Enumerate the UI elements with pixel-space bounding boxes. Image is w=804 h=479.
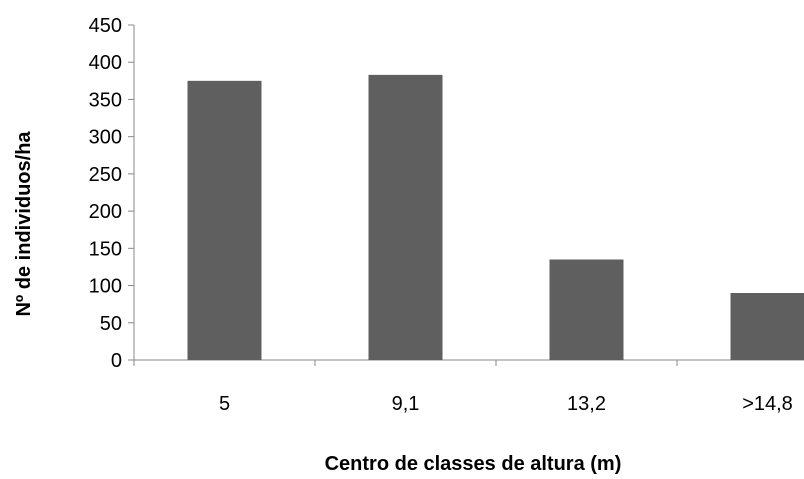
y-tick-label: 150: [89, 238, 122, 260]
y-tick-label: 250: [89, 164, 122, 186]
x-tick-label: 13,2: [567, 393, 606, 415]
y-tick-label: 50: [100, 313, 122, 335]
y-tick-label: 350: [89, 89, 122, 111]
x-tick-label: >14,8: [742, 393, 793, 415]
x-axis-title: Centro de classes de altura (m): [325, 453, 622, 475]
y-tick-label: 450: [89, 15, 122, 37]
bar-3: [549, 259, 624, 360]
y-tick-label: 0: [111, 350, 122, 372]
y-tick-label: 100: [89, 276, 122, 298]
bar-2: [368, 74, 443, 360]
y-axis-title: Nº de individuos/ha: [13, 131, 35, 317]
x-tick-label: 9,1: [392, 393, 420, 415]
bar-1: [187, 80, 262, 360]
y-tick-label: 400: [89, 52, 122, 74]
y-tick-label: 200: [89, 201, 122, 223]
x-tick-label: 5: [219, 393, 230, 415]
y-tick-labels: 0 50 100 150 200 250 300 350 400 450: [89, 15, 122, 372]
x-tick-labels: 5 9,1 13,2 >14,8: [219, 393, 793, 415]
bar-4: [730, 293, 804, 360]
bars: [187, 74, 804, 360]
y-tick-label: 300: [89, 127, 122, 149]
